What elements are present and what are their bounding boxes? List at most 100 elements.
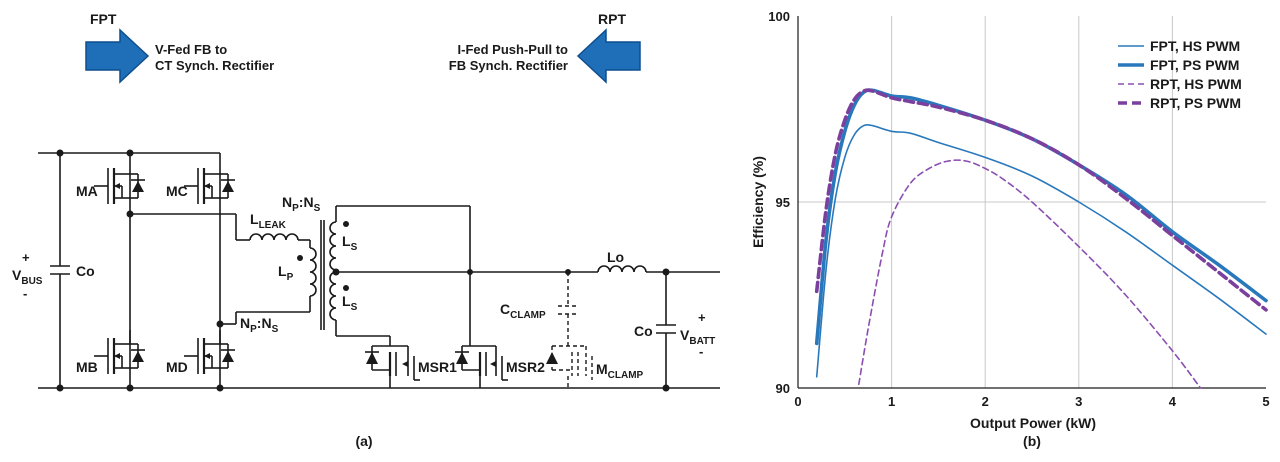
lp-main: L	[278, 263, 287, 279]
y-tick-label: 100	[768, 9, 790, 24]
svg-text:NP:NS: NP:NS	[240, 315, 279, 335]
x-axis-label: Output Power (kW)	[970, 415, 1096, 431]
rpt-desc-line1: I-Fed Push-Pull to	[458, 42, 569, 57]
mclamp-main: M	[596, 361, 608, 377]
y-tick-label: 90	[776, 381, 790, 396]
fpt-desc-line2: CT Synch. Rectifier	[155, 58, 274, 73]
mclamp-sub: CLAMP	[608, 370, 644, 381]
npns-bottom-n: N	[240, 315, 250, 331]
x-tick-label: 4	[1169, 394, 1177, 409]
ma-label: MA	[76, 183, 98, 199]
npns-top-n: N	[282, 194, 292, 210]
secondary-winding-top	[329, 221, 337, 271]
series-line-1	[814, 88, 1268, 346]
svg-text:LP: LP	[278, 263, 294, 283]
cclamp-main: C	[500, 301, 510, 317]
svg-text:LLEAK: LLEAK	[250, 211, 287, 231]
series-line-2	[858, 159, 1202, 389]
efficiency-chart: 0 1 2 3 4 5 90 95 100 FPT, HS PWM FPT, PS PWM RPT,…	[750, 9, 1270, 449]
npns-bottom-p: P	[250, 324, 257, 335]
caption-a: (a)	[355, 433, 372, 449]
chart-legend: FPT, HS PWM FPT, PS PWM RPT, HS PWM RPT, PS…	[1118, 38, 1242, 111]
cclamp-sub: CLAMP	[510, 310, 546, 321]
legend-label-2: RPT, HS PWM	[1150, 76, 1242, 92]
svg-text:CCLAMP: CCLAMP	[500, 301, 546, 321]
leakage-inductor	[249, 233, 299, 241]
caption-b: (b)	[1023, 433, 1041, 449]
circuit-panel: FPT V-Fed FB to CT Synch. Rectifier RPT …	[12, 11, 720, 449]
mosfet-msr1	[365, 345, 420, 388]
svg-text:LS: LS	[342, 293, 358, 313]
rpt-desc-line2: FB Synch. Rectifier	[449, 58, 568, 73]
output-inductor	[597, 265, 647, 273]
output-capacitor	[656, 272, 676, 388]
output-cap-label: Co	[634, 323, 653, 339]
ls-top-main: L	[342, 233, 351, 249]
vbus-label: + VBUS -	[12, 250, 43, 301]
secondary-winding-bottom	[329, 271, 337, 321]
mosfet-mc	[182, 158, 237, 214]
x-tick-label: 3	[1075, 394, 1082, 409]
npns-top-p: P	[292, 203, 299, 214]
ls-bottom-sub: S	[351, 302, 358, 313]
vbatt-label: + VBATT -	[680, 310, 715, 359]
lo-label: Lo	[607, 249, 624, 265]
npns-bottom-colon: :N	[257, 315, 272, 331]
vbus-plus: +	[22, 250, 30, 265]
y-tick-label: 95	[776, 195, 790, 210]
fpt-desc-line1: V-Fed FB to	[155, 42, 227, 57]
fpt-label: FPT	[90, 11, 117, 27]
y-axis-label: Efficiency (%)	[750, 156, 766, 248]
series-line-0	[815, 124, 1267, 378]
vbatt-main: V	[680, 327, 690, 343]
clamp-mosfet	[546, 345, 593, 388]
lleak-main: L	[250, 211, 259, 227]
x-tick-label: 0	[794, 394, 801, 409]
msr2-label: MSR2	[506, 359, 545, 375]
x-tick-label: 2	[982, 394, 989, 409]
chart-series	[814, 88, 1268, 389]
series-line-3	[814, 88, 1268, 312]
input-capacitor: Co	[50, 153, 95, 388]
mosfet-mb	[92, 328, 147, 384]
vbatt-minus: -	[699, 344, 703, 359]
vbus-main: V	[12, 267, 22, 283]
ls-top-sub: S	[351, 242, 358, 253]
mosfet-ma	[92, 158, 147, 214]
fpt-arrow: FPT V-Fed FB to CT Synch. Rectifier	[85, 11, 274, 84]
mosfet-md	[182, 328, 237, 384]
mb-label: MB	[76, 359, 98, 375]
ls-bottom-main: L	[342, 293, 351, 309]
mosfet-msr2	[455, 345, 508, 388]
primary-winding	[309, 247, 317, 297]
input-cap-label: Co	[76, 263, 95, 279]
svg-text:MCLAMP: MCLAMP	[596, 361, 644, 381]
legend-label-0: FPT, HS PWM	[1150, 38, 1240, 54]
legend-label-3: RPT, PS PWM	[1150, 95, 1241, 111]
vbatt-plus: +	[698, 310, 706, 325]
npns-top-colon: :N	[299, 194, 314, 210]
x-tick-label: 5	[1262, 394, 1269, 409]
lp-sub: P	[287, 272, 294, 283]
rpt-label: RPT	[598, 11, 626, 27]
svg-text:LS: LS	[342, 233, 358, 253]
npns-top-s: S	[314, 203, 321, 214]
x-tick-label: 1	[888, 394, 895, 409]
vbatt-sub: BATT	[689, 336, 715, 347]
lleak-sub: LEAK	[259, 220, 287, 231]
md-label: MD	[166, 359, 188, 375]
vbus-minus: -	[23, 286, 27, 301]
chart-ticks: 0 1 2 3 4 5 90 95 100	[768, 9, 1269, 409]
clamp-capacitor	[558, 272, 578, 346]
svg-text:NP:NS: NP:NS	[282, 194, 321, 214]
vbus-sub: BUS	[21, 276, 42, 287]
npns-bottom-s: S	[272, 324, 279, 335]
rpt-arrow: RPT I-Fed Push-Pull to FB Synch. Rectifi…	[449, 11, 641, 84]
svg-text:VBUS: VBUS	[12, 267, 43, 287]
mc-label: MC	[166, 183, 188, 199]
legend-label-1: FPT, PS PWM	[1150, 57, 1239, 73]
msr1-label: MSR1	[418, 359, 457, 375]
svg-text:VBATT: VBATT	[680, 327, 715, 347]
chart-grid	[797, 16, 1266, 389]
